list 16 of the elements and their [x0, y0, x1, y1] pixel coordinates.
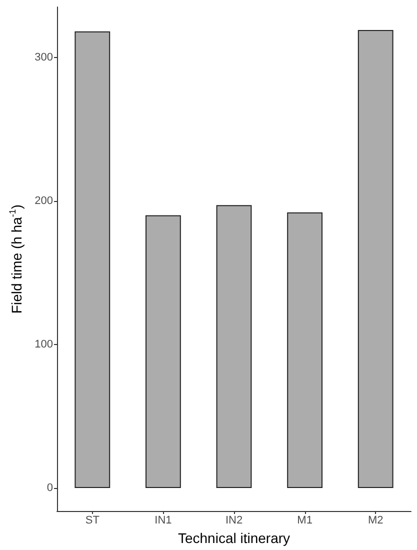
bar [216, 205, 252, 488]
x-tick-label: ST [85, 514, 100, 526]
bar [358, 30, 394, 488]
bar [287, 212, 322, 488]
x-tick-label: M2 [368, 514, 384, 526]
x-tick-label: M1 [297, 514, 312, 526]
x-tick-label: IN2 [225, 514, 243, 526]
x-axis-title: Technical itinerary [178, 530, 290, 546]
y-tick-label: 200 [34, 194, 53, 207]
bar [74, 31, 110, 488]
bar [146, 215, 181, 488]
x-tick-label: IN1 [154, 514, 172, 526]
y-tick-label: 100 [34, 338, 53, 350]
y-axis-title: Field time (h ha-1) [8, 204, 24, 314]
y-tick-label: 300 [34, 51, 53, 64]
y-tick-label: 0 [46, 482, 53, 494]
